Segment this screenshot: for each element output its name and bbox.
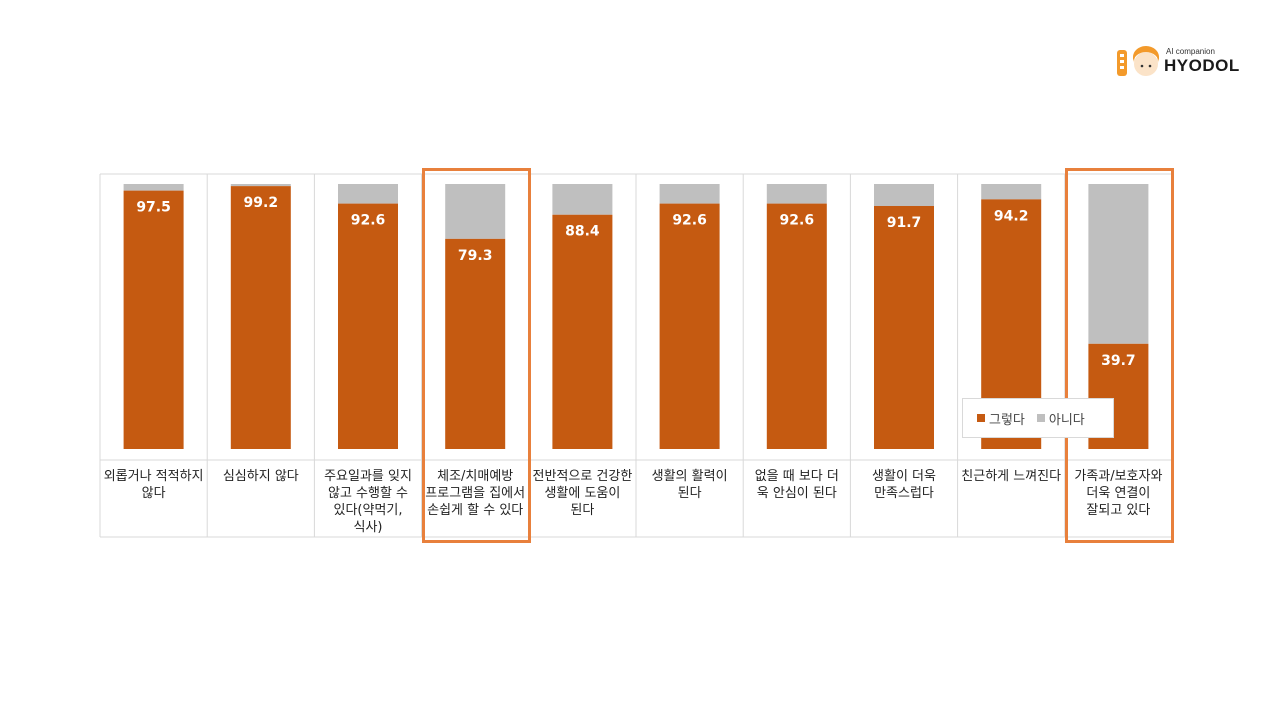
data-label: 97.5 <box>136 200 171 216</box>
data-label: 91.7 <box>887 215 922 231</box>
bar-no <box>552 184 613 215</box>
bar-no <box>1088 184 1149 344</box>
category-label: 가족과/보호자와 더욱 연결이 잘되고 있다 <box>1074 469 1163 518</box>
category-label: 생활이 더욱 만족스럽다 <box>872 469 936 501</box>
bar-yes <box>445 238 506 449</box>
data-label: 92.6 <box>351 213 386 229</box>
brand-name: HYODOL <box>1164 56 1240 75</box>
bar-no <box>123 184 184 191</box>
legend-item-yes: 그렇다 <box>977 409 1025 428</box>
data-label: 92.6 <box>780 213 815 229</box>
bar-no <box>338 184 398 204</box>
hyodol-mascot-icon <box>1117 46 1159 76</box>
data-label: 79.3 <box>458 248 493 264</box>
data-label: 92.6 <box>672 213 707 229</box>
bar-no <box>659 184 720 204</box>
highlight-box <box>421 168 531 543</box>
data-label: 88.4 <box>565 224 600 240</box>
category-label: 심심하지 않다 <box>222 469 299 484</box>
bar-yes <box>766 203 827 449</box>
bar-no <box>874 184 934 206</box>
bar-yes <box>874 205 934 449</box>
data-label: 99.2 <box>244 195 279 211</box>
bar-no <box>981 184 1042 200</box>
legend: 그렇다 아니다 <box>962 398 1114 438</box>
legend-label-no: 아니다 <box>1048 412 1085 428</box>
bar-yes <box>123 190 184 449</box>
bar-yes <box>552 214 613 449</box>
category-label: 주요일과를 잊지 않고 수행할 수 있다(약먹기, 식사) <box>324 469 412 535</box>
category-label: 외롭거나 적적하지 않다 <box>103 469 204 501</box>
brand-subtitle: AI companion <box>1166 47 1215 56</box>
bar-no <box>230 184 291 187</box>
bar-yes <box>338 203 398 449</box>
category-label: 생활의 활력이 된다 <box>651 469 728 501</box>
highlight-box <box>1064 168 1174 543</box>
hyodol-logo <box>1114 44 1244 80</box>
data-label: 94.2 <box>994 208 1029 224</box>
legend-label-yes: 그렇다 <box>989 412 1025 428</box>
legend-swatch-no <box>1036 414 1045 422</box>
category-label: 없을 때 보다 더 욱 안심이 된다 <box>754 469 839 501</box>
bar-no <box>766 184 827 204</box>
bar-no <box>445 184 506 239</box>
category-label: 친근하게 느껴진다 <box>961 469 1062 484</box>
bar-yes <box>230 186 291 449</box>
legend-swatch-yes <box>977 414 985 422</box>
category-label: 전반적으로 건강한 생활에 도움이 된다 <box>532 469 633 518</box>
bar-yes <box>659 203 720 449</box>
category-label: 체조/치매예방 프로그램을 집에서 손쉽게 할 수 있다 <box>425 469 526 518</box>
legend-item-no: 아니다 <box>1036 409 1085 428</box>
data-label: 39.7 <box>1101 353 1136 369</box>
